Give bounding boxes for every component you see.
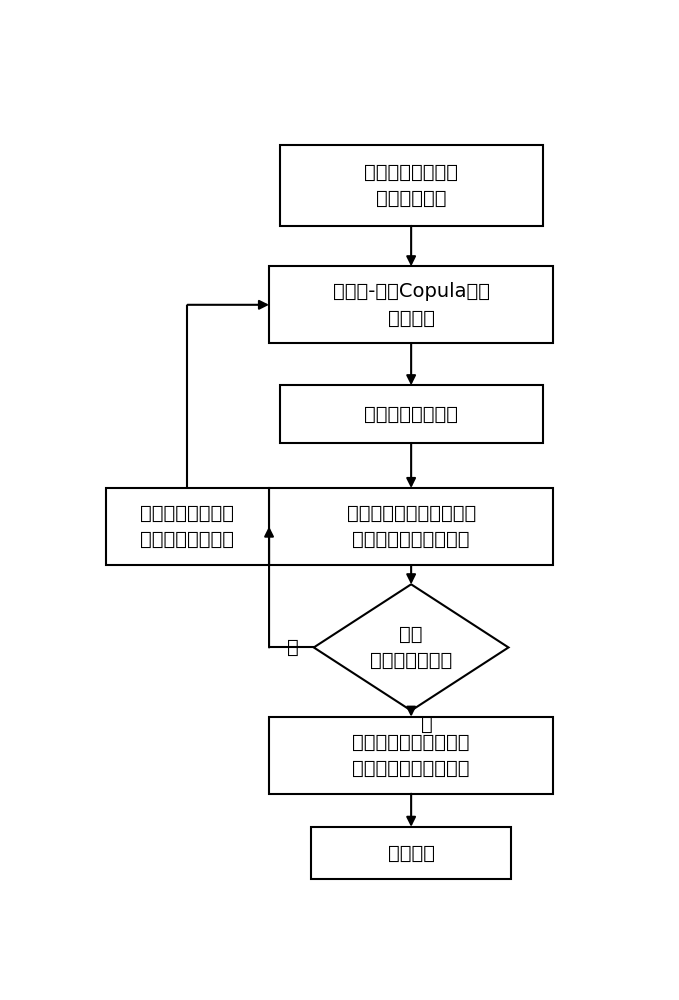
Text: 根据异常数据判别准则判
别不同类型的异常数据: 根据异常数据判别准则判 别不同类型的异常数据 bbox=[346, 504, 476, 549]
Text: 概率功率曲线生成: 概率功率曲线生成 bbox=[364, 405, 458, 424]
Text: 辐照度-功率Copula函数
参数拟合: 辐照度-功率Copula函数 参数拟合 bbox=[333, 282, 490, 328]
FancyBboxPatch shape bbox=[269, 266, 553, 343]
Polygon shape bbox=[314, 584, 509, 711]
FancyBboxPatch shape bbox=[106, 488, 269, 565]
Text: 光伏电站原始辐照
度，功率数据: 光伏电站原始辐照 度，功率数据 bbox=[364, 163, 458, 208]
FancyBboxPatch shape bbox=[269, 717, 553, 794]
Text: 否: 否 bbox=[420, 715, 433, 734]
Text: 结果输出: 结果输出 bbox=[388, 844, 435, 863]
FancyBboxPatch shape bbox=[280, 145, 543, 226]
FancyBboxPatch shape bbox=[280, 385, 543, 443]
Text: 利用最终形成异常数据
识别模型识别原始数据: 利用最终形成异常数据 识别模型识别原始数据 bbox=[352, 732, 470, 778]
Text: 是: 是 bbox=[287, 638, 299, 657]
Text: 是否
识别出异常数据: 是否 识别出异常数据 bbox=[370, 625, 452, 670]
FancyBboxPatch shape bbox=[311, 827, 511, 879]
FancyBboxPatch shape bbox=[269, 488, 553, 565]
Text: 剔除识别的异常数
据，形成新数据集: 剔除识别的异常数 据，形成新数据集 bbox=[141, 504, 234, 549]
